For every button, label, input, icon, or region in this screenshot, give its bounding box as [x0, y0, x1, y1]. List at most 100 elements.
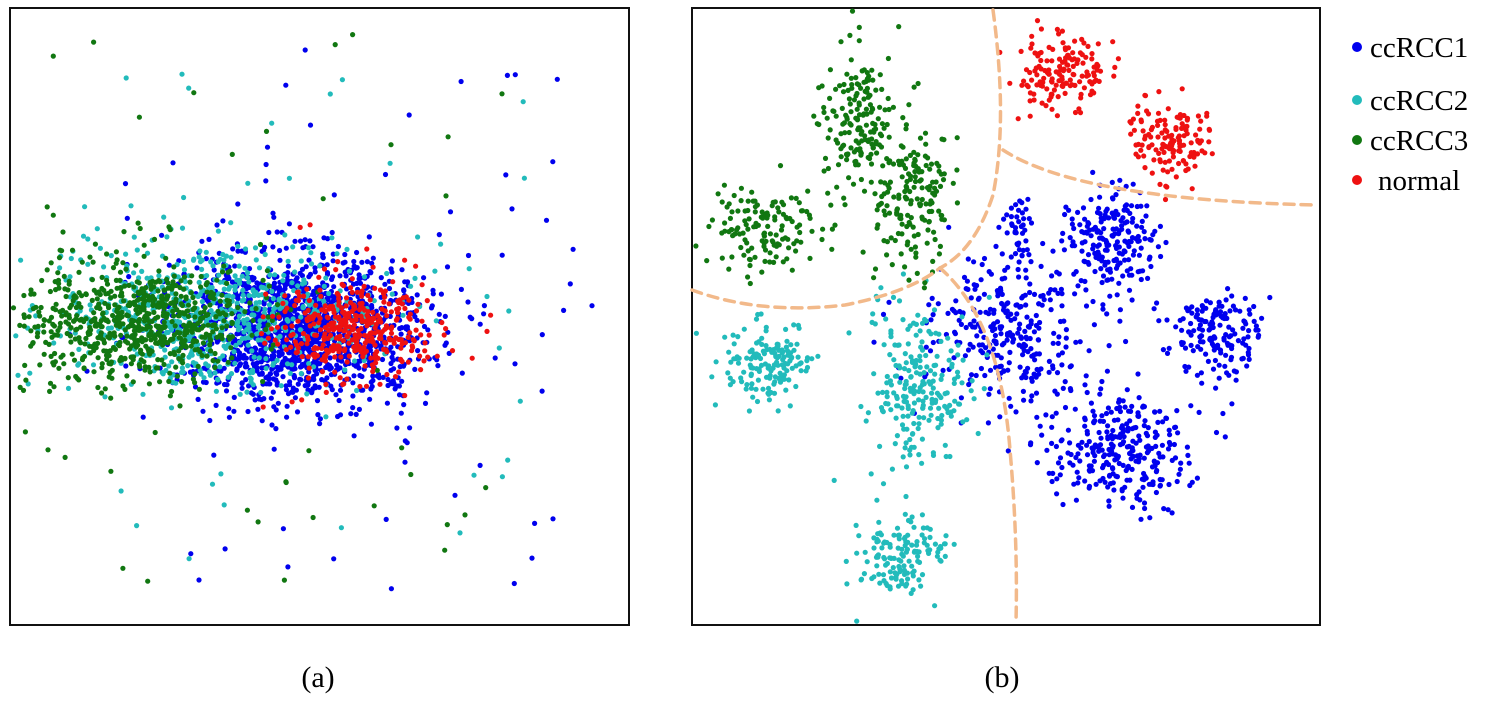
point-ccrcc2 — [936, 405, 942, 411]
point-ccrcc1 — [226, 406, 232, 412]
point-ccrcc3 — [69, 247, 76, 253]
point-ccrcc1 — [331, 556, 337, 562]
point-ccrcc2 — [131, 234, 137, 240]
point-ccrcc2 — [883, 316, 889, 322]
point-ccrcc1 — [512, 361, 518, 367]
point-ccrcc3 — [118, 285, 124, 291]
point-ccrcc1 — [1202, 318, 1208, 325]
point-ccrcc2 — [903, 394, 909, 400]
point-normal — [340, 338, 346, 344]
point-ccrcc1 — [1175, 430, 1181, 436]
point-ccrcc3 — [117, 320, 123, 326]
point-ccrcc2 — [877, 443, 883, 449]
point-ccrcc1 — [1176, 471, 1182, 477]
point-ccrcc3 — [181, 338, 187, 344]
point-ccrcc2 — [918, 344, 924, 350]
point-ccrcc3 — [198, 273, 204, 280]
point-ccrcc1 — [1078, 445, 1084, 451]
point-ccrcc1 — [554, 76, 560, 82]
point-ccrcc2 — [221, 343, 227, 349]
point-ccrcc2 — [245, 342, 251, 348]
point-ccrcc1 — [1135, 371, 1141, 377]
point-ccrcc3 — [80, 355, 86, 361]
point-ccrcc1 — [269, 366, 275, 372]
point-ccrcc3 — [61, 273, 67, 279]
point-ccrcc1 — [356, 406, 362, 412]
point-ccrcc2 — [909, 514, 915, 520]
point-ccrcc1 — [1102, 262, 1108, 268]
point-ccrcc1 — [1097, 194, 1103, 200]
point-ccrcc2 — [795, 354, 801, 360]
point-ccrcc2 — [255, 324, 261, 330]
point-ccrcc1 — [230, 246, 236, 252]
point-ccrcc1 — [1174, 478, 1180, 485]
point-ccrcc3 — [147, 279, 153, 285]
point-ccrcc1 — [275, 400, 281, 406]
point-ccrcc1 — [973, 372, 979, 379]
point-ccrcc2 — [930, 452, 937, 458]
point-ccrcc2 — [968, 388, 974, 394]
point-ccrcc3 — [106, 374, 112, 380]
point-ccrcc2 — [305, 291, 311, 297]
point-ccrcc1 — [1086, 261, 1092, 267]
point-ccrcc1 — [243, 377, 249, 383]
point-ccrcc1 — [927, 348, 934, 354]
point-ccrcc1 — [1038, 263, 1044, 269]
point-ccrcc1 — [234, 367, 240, 373]
point-ccrcc3 — [108, 395, 114, 401]
point-ccrcc3 — [205, 322, 211, 328]
point-ccrcc2 — [246, 292, 252, 299]
point-ccrcc1 — [1159, 442, 1165, 448]
point-ccrcc2 — [212, 370, 218, 376]
point-ccrcc3 — [176, 335, 182, 341]
point-ccrcc3 — [146, 333, 152, 339]
point-normal — [305, 307, 311, 313]
point-ccrcc2 — [942, 442, 948, 448]
point-ccrcc2 — [248, 376, 254, 382]
point-ccrcc1 — [1028, 375, 1035, 381]
point-ccrcc3 — [854, 117, 861, 123]
point-ccrcc1 — [389, 354, 395, 360]
point-ccrcc1 — [1126, 287, 1133, 293]
point-ccrcc2 — [289, 362, 295, 368]
point-ccrcc2 — [234, 277, 240, 283]
point-ccrcc3 — [95, 355, 101, 361]
point-ccrcc1 — [1136, 456, 1142, 462]
point-ccrcc2 — [951, 541, 957, 547]
point-ccrcc1 — [532, 520, 538, 527]
point-ccrcc1 — [1047, 297, 1053, 303]
point-ccrcc1 — [1021, 397, 1027, 403]
point-ccrcc2 — [272, 272, 278, 278]
point-ccrcc1 — [1016, 259, 1022, 265]
point-ccrcc3 — [228, 345, 234, 351]
point-ccrcc3 — [928, 161, 935, 167]
point-ccrcc1 — [280, 374, 286, 380]
point-ccrcc1 — [1104, 206, 1110, 212]
point-normal — [396, 305, 402, 312]
point-normal — [344, 334, 350, 340]
point-ccrcc1 — [1037, 423, 1043, 429]
point-ccrcc1 — [1079, 248, 1085, 254]
point-ccrcc2 — [123, 251, 129, 257]
point-ccrcc2 — [909, 431, 916, 437]
point-ccrcc2 — [870, 311, 876, 317]
point-ccrcc3 — [202, 305, 208, 311]
point-ccrcc3 — [123, 266, 129, 272]
point-ccrcc2 — [935, 425, 941, 431]
point-ccrcc3 — [181, 343, 187, 349]
point-ccrcc1 — [220, 218, 226, 224]
point-ccrcc1 — [291, 372, 297, 379]
point-ccrcc2 — [846, 330, 852, 336]
point-ccrcc3 — [196, 386, 202, 392]
point-ccrcc2 — [884, 373, 890, 380]
point-ccrcc3 — [885, 95, 891, 102]
point-ccrcc2 — [891, 357, 897, 363]
point-ccrcc1 — [1074, 469, 1080, 475]
point-ccrcc1 — [1116, 280, 1122, 286]
point-ccrcc2 — [75, 362, 81, 368]
point-ccrcc2 — [298, 370, 304, 377]
point-ccrcc2 — [521, 175, 528, 181]
point-ccrcc1 — [949, 306, 956, 312]
point-ccrcc1 — [1100, 273, 1107, 279]
point-ccrcc1 — [992, 332, 999, 339]
